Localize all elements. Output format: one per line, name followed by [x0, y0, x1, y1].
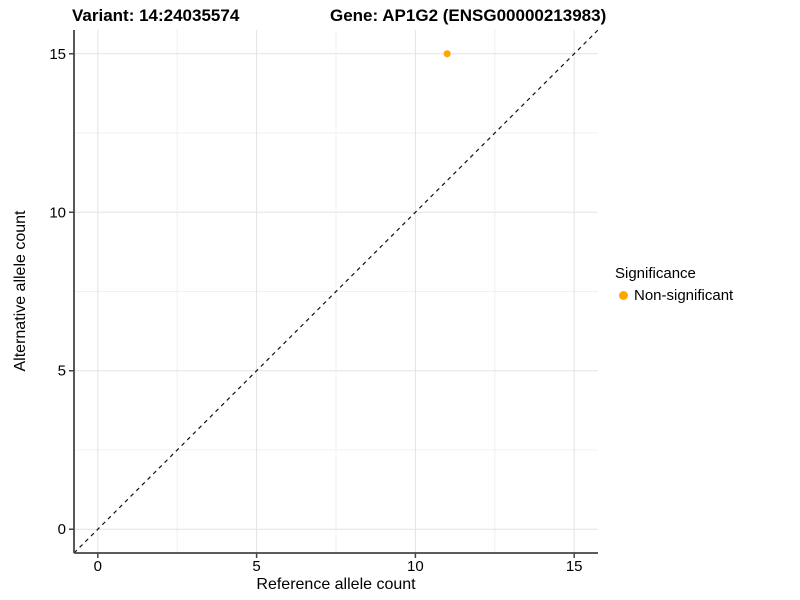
x-tick-label: 5 — [252, 558, 260, 575]
plot-title-variant: Variant: 14:24035574 — [72, 6, 240, 25]
legend-title: Significance — [615, 265, 696, 282]
legend-items: Non-significant — [615, 287, 733, 304]
x-tick-label: 0 — [94, 558, 102, 575]
legend-item: Non-significant — [615, 287, 733, 304]
y-tick-label: 10 — [49, 204, 66, 221]
y-tick-label: 15 — [49, 46, 66, 63]
data-point — [443, 50, 451, 58]
x-tick-label: 15 — [566, 558, 583, 575]
y-tick-label: 0 — [58, 521, 66, 538]
legend-item-label: Non-significant — [634, 287, 734, 304]
x-axis-title: Reference allele count — [256, 576, 416, 593]
identity-reference-line — [73, 29, 599, 554]
y-tick-label: 5 — [58, 363, 66, 380]
legend: Significance Non-significant — [615, 265, 733, 304]
x-tick-label: 10 — [407, 558, 424, 575]
plot-title-gene: Gene: AP1G2 (ENSG00000213983) — [330, 6, 607, 25]
legend-key-dot-icon — [619, 291, 628, 300]
